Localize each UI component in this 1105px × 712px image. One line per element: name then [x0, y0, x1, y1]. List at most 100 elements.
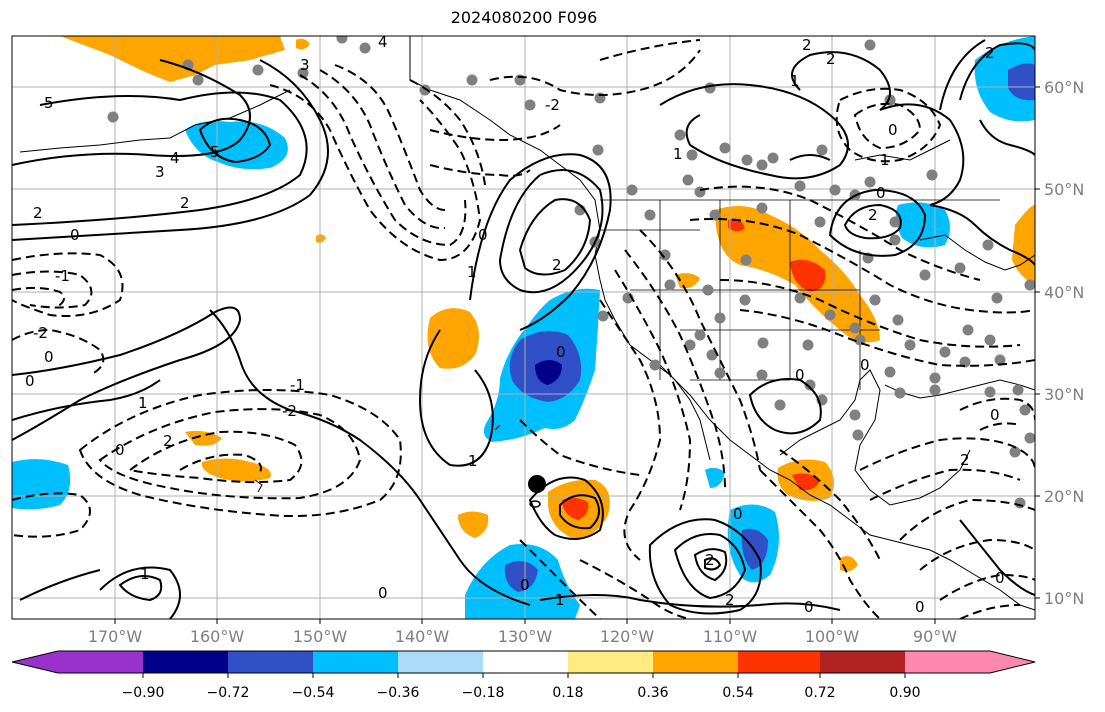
lon-label: 140°W: [395, 627, 450, 646]
positive-anomaly-region: [562, 497, 589, 520]
positive-anomaly-region: [675, 273, 700, 289]
positive-anomaly-region: [296, 38, 310, 50]
contour-label: 0: [860, 356, 870, 374]
lon-label: 130°W: [498, 627, 553, 646]
colorbar: −0.90 −0.72 −0.54 −0.36 −0.18 0.18 0.36 …: [11, 650, 1036, 701]
contour-label: 0: [804, 598, 814, 616]
contour-label: -2: [33, 324, 48, 342]
contour-label: 0: [995, 569, 1005, 587]
lat-label: 40°N: [1044, 283, 1084, 302]
contour-label: -2: [545, 96, 560, 114]
contour-label: 2: [725, 591, 735, 609]
positive-anomaly-region: [185, 430, 222, 446]
contour-label: 0: [990, 406, 1000, 424]
contour-label: 0: [478, 226, 488, 244]
colorbar-cell-low-extend: [12, 651, 58, 673]
contour-label: 2: [868, 206, 878, 224]
contour-label: 0: [44, 348, 54, 366]
contour-label: 0: [70, 226, 80, 244]
colorbar-tick-label: 0.72: [804, 685, 835, 701]
contour-label: 4: [378, 33, 388, 51]
negative-anomaly-region: [12, 459, 71, 510]
lat-label: 10°N: [1044, 589, 1084, 608]
contour-label: 0: [795, 366, 805, 384]
contour-label: 1: [673, 145, 683, 163]
solid-contours: [12, 39, 1035, 619]
contour-label: 2: [826, 50, 836, 68]
contour-label: 0: [520, 576, 530, 594]
lon-label: 90°W: [913, 627, 957, 646]
colorbar-tick-label: −0.54: [292, 685, 335, 701]
colorbar-cell: [58, 651, 143, 673]
contour-label: 1: [555, 591, 565, 609]
positive-anomaly-region: [201, 458, 271, 482]
lat-label: 20°N: [1044, 487, 1084, 506]
contour-label: 3: [300, 56, 310, 74]
longitude-labels: 170°W 160°W 150°W 140°W 130°W 120°W 110°…: [88, 627, 957, 646]
positive-anomaly-region: [1012, 205, 1035, 285]
axis-ticks: [114, 86, 1040, 624]
colorbar-tick-label: 0.90: [889, 685, 920, 701]
colorbar-tick-label: −0.72: [207, 685, 250, 701]
colorbar-outline: [11, 650, 1036, 674]
contour-label: 2: [802, 36, 812, 54]
contour-label: 0: [115, 441, 125, 459]
positive-anomaly-region: [316, 234, 326, 243]
colorbar-tick-label: −0.18: [462, 685, 505, 701]
colorbar-tick-label: 0.18: [552, 685, 583, 701]
contour-label: 0: [378, 584, 388, 602]
contour-label: 5: [44, 94, 54, 112]
contour-label: 2: [180, 194, 190, 212]
shading-layer: [12, 36, 1035, 619]
positive-anomaly-region: [790, 259, 826, 292]
colorbar-cell: [568, 651, 653, 673]
lon-label: 110°W: [703, 627, 758, 646]
lat-label: 50°N: [1044, 180, 1084, 199]
lat-label: 30°N: [1044, 385, 1084, 404]
positive-anomaly-region: [458, 511, 489, 538]
contour-label: 2: [985, 44, 995, 62]
latitude-labels: 60°N 50°N 40°N 30°N 20°N 10°N: [1044, 78, 1084, 608]
contour-label: 3: [155, 163, 165, 181]
colorbar-cell: [820, 651, 905, 673]
negative-anomaly-region: [974, 36, 1035, 122]
contour-label: 1: [138, 394, 148, 412]
lon-label: 150°W: [293, 627, 348, 646]
contour-label: 2: [960, 451, 970, 469]
lon-label: 100°W: [805, 627, 860, 646]
negative-anomaly-region: [504, 561, 538, 592]
negative-anomaly-region: [705, 467, 725, 488]
storm-marker: [528, 475, 546, 508]
map-frame: [11, 35, 1036, 620]
colorbar-tick-label: −0.90: [122, 685, 165, 701]
positive-anomaly-region: [60, 36, 285, 82]
negative-anomaly-region: [1008, 63, 1035, 101]
coastlines: [19, 36, 1035, 611]
contour-label: 0: [556, 343, 566, 361]
contour-label: -1: [290, 376, 305, 394]
colorbar-cell: [398, 651, 483, 673]
contour-label: -1: [55, 267, 70, 285]
contour-label: 1: [467, 263, 477, 281]
colorbar-cell: [483, 651, 568, 673]
contour-label: 2: [552, 256, 562, 274]
positive-anomaly-region: [792, 473, 820, 491]
colorbar-tick-label: 0.54: [722, 685, 753, 701]
contour-label: 0: [25, 372, 35, 390]
contour-label: 0: [915, 598, 925, 616]
negative-anomaly-region: [535, 360, 562, 385]
colorbar-tick-label: 0.36: [637, 685, 668, 701]
dashed-contours: [12, 39, 1035, 619]
contour-label: 5: [210, 143, 220, 161]
colorbar-cell: [228, 651, 313, 673]
contour-label: 2: [33, 204, 43, 222]
positive-anomaly-region: [728, 218, 745, 232]
contour-label-group: 5 4 3 2 2 0 -1 -2 5 4 3 0 0 1 -1 -2 2 0 …: [25, 33, 1005, 616]
contour-label: 0: [888, 121, 898, 139]
colorbar-cell-high-extend: [990, 651, 1035, 673]
contour-label: 1: [468, 452, 478, 470]
colorbar-tick-label: −0.36: [377, 685, 420, 701]
contour-label: 0: [876, 184, 886, 202]
positive-anomaly-region: [427, 308, 479, 369]
